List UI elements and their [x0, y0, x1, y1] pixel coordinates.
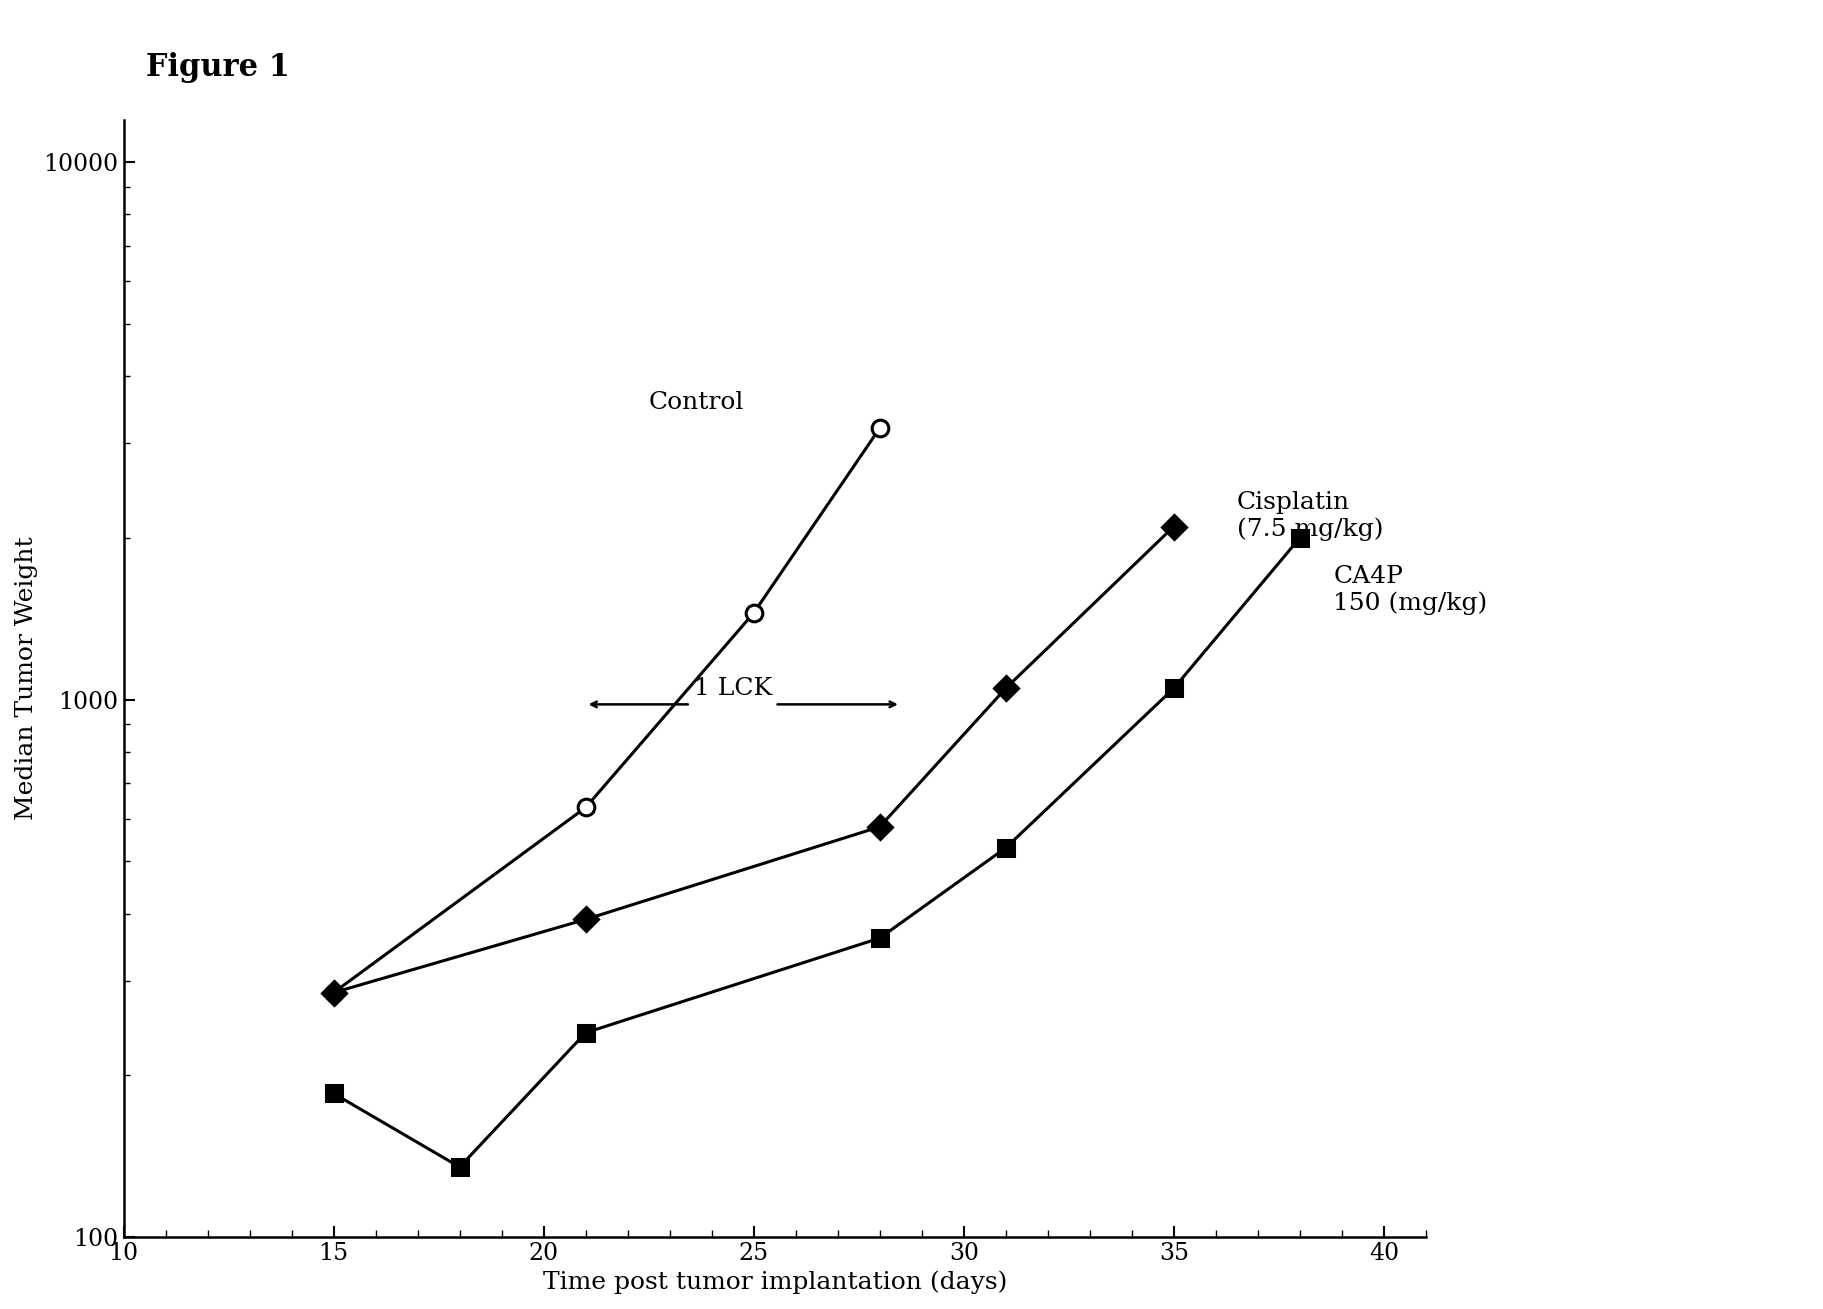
- Text: Figure 1: Figure 1: [146, 52, 290, 84]
- X-axis label: Time post tumor implantation (days): Time post tumor implantation (days): [543, 1271, 1006, 1295]
- Text: Control: Control: [649, 391, 744, 414]
- Text: CA4P
150 (mg/kg): CA4P 150 (mg/kg): [1333, 565, 1488, 615]
- Y-axis label: Median Tumor Weight: Median Tumor Weight: [15, 537, 38, 821]
- Text: 1 LCK: 1 LCK: [693, 677, 771, 700]
- Text: Cisplatin
(7.5 mg/kg): Cisplatin (7.5 mg/kg): [1236, 491, 1384, 541]
